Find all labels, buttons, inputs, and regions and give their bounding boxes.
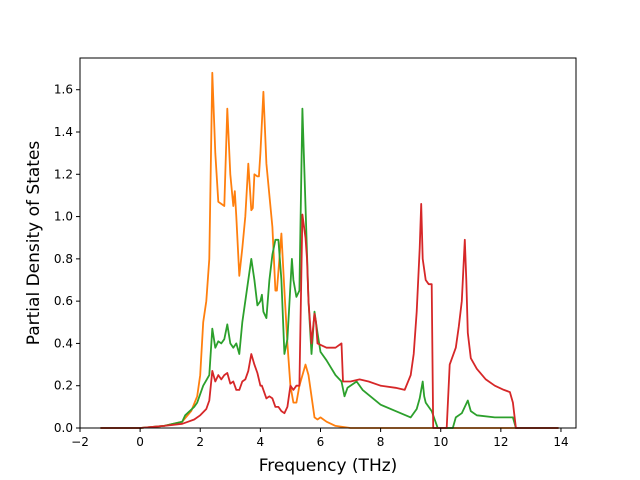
x-axis-ticks: −2 0 2 4 6 8 10 12 14	[71, 428, 569, 449]
x-tick-label: 14	[553, 435, 568, 449]
series-line-1	[100, 71, 559, 429]
x-axis-label: Frequency (THz)	[259, 456, 398, 476]
x-tick-label: 2	[196, 435, 204, 449]
series-layer	[100, 71, 559, 429]
y-tick-label: 1.4	[54, 125, 73, 139]
axes-frame	[79, 57, 577, 429]
y-tick-label: 0.2	[54, 379, 73, 393]
y-tick-label: 0.6	[54, 294, 73, 308]
y-axis-label: Partial Density of States	[24, 141, 44, 346]
y-tick-label: 1.2	[54, 167, 73, 181]
x-tick-label: 8	[377, 435, 385, 449]
y-tick-label: 0.4	[54, 336, 73, 350]
y-tick-label: 1.6	[54, 83, 73, 97]
series-line-2	[100, 107, 559, 429]
x-tick-label: 6	[317, 435, 325, 449]
x-tick-label: 0	[136, 435, 144, 449]
series-line-3	[100, 203, 559, 429]
y-tick-label: 0.8	[54, 252, 73, 266]
x-tick-label: 10	[433, 435, 448, 449]
y-tick-label: 0.0	[54, 421, 73, 435]
y-axis-ticks: 0.0 0.2 0.4 0.6 0.8 1.0 1.2 1.4 1.6	[54, 83, 80, 435]
x-tick-label: 4	[257, 435, 265, 449]
x-tick-label: 12	[493, 435, 508, 449]
y-tick-label: 1.0	[54, 210, 73, 224]
plot-area	[79, 57, 577, 429]
x-tick-label: −2	[71, 435, 89, 449]
